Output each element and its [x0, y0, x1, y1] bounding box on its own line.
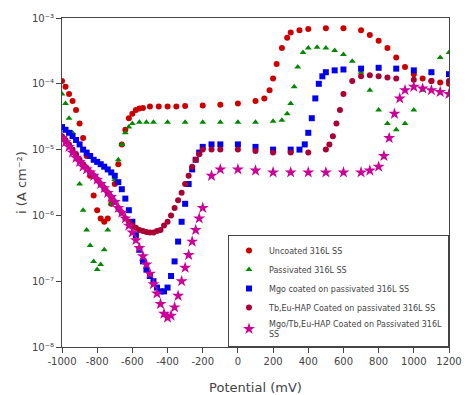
svg-text:Passivated 316L SS: Passivated 316L SS [269, 266, 347, 275]
svg-text:Tb,Eu-HAP Coated on passivated: Tb,Eu-HAP Coated on passivated 316L SS [268, 304, 435, 313]
svg-text:i (A cm⁻²): i (A cm⁻²) [14, 151, 29, 214]
svg-text:10⁻⁵: 10⁻⁵ [32, 144, 54, 155]
svg-text:-600: -600 [121, 356, 144, 367]
svg-text:400: 400 [299, 356, 318, 367]
svg-text:600: 600 [334, 356, 353, 367]
svg-text:1000: 1000 [401, 356, 426, 367]
svg-text:-800: -800 [86, 356, 109, 367]
svg-text:200: 200 [264, 356, 283, 367]
svg-text:10⁻³: 10⁻³ [32, 13, 54, 24]
svg-text:10⁻⁷: 10⁻⁷ [32, 276, 54, 287]
svg-text:10⁻⁴: 10⁻⁴ [32, 78, 54, 89]
svg-text:0: 0 [235, 356, 241, 367]
svg-text:Potential (mV): Potential (mV) [209, 380, 302, 395]
svg-text:-400: -400 [156, 356, 179, 367]
svg-text:10⁻⁶: 10⁻⁶ [32, 210, 54, 221]
svg-text:Mgo coated on passivated 316L: Mgo coated on passivated 316L SS [269, 285, 409, 294]
svg-text:800: 800 [369, 356, 388, 367]
svg-text:Uncoated 316L SS: Uncoated 316L SS [269, 247, 342, 256]
svg-text:-1000: -1000 [47, 356, 76, 367]
svg-text:1200: 1200 [436, 356, 461, 367]
svg-text:-200: -200 [191, 356, 214, 367]
svg-text:Mgo/Tb,Eu-HAP Coated on Passiv: Mgo/Tb,Eu-HAP Coated on Passivated 316LS… [269, 320, 442, 339]
svg-text:10⁻⁸: 10⁻⁸ [32, 342, 54, 353]
